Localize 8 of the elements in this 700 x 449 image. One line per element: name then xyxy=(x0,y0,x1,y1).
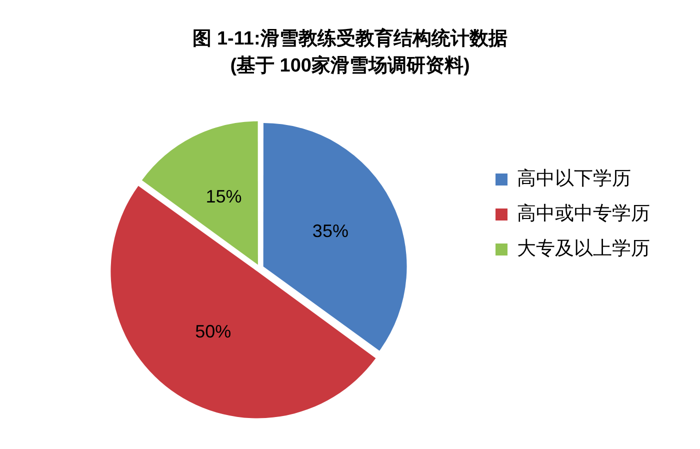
data-label: 50% xyxy=(195,321,232,342)
chart-subtitle: (基于 100家滑雪场调研资料) xyxy=(230,54,470,76)
data-label: 15% xyxy=(206,186,242,207)
data-label: 35% xyxy=(312,221,348,242)
legend-label: 高中或中专学历 xyxy=(517,202,650,225)
legend-label: 高中以下学历 xyxy=(517,168,631,190)
legend-label: 大专及以上学历 xyxy=(517,238,650,260)
chart-title: 图 1-11:滑雪教练受教育结构统计数据 xyxy=(192,28,508,50)
